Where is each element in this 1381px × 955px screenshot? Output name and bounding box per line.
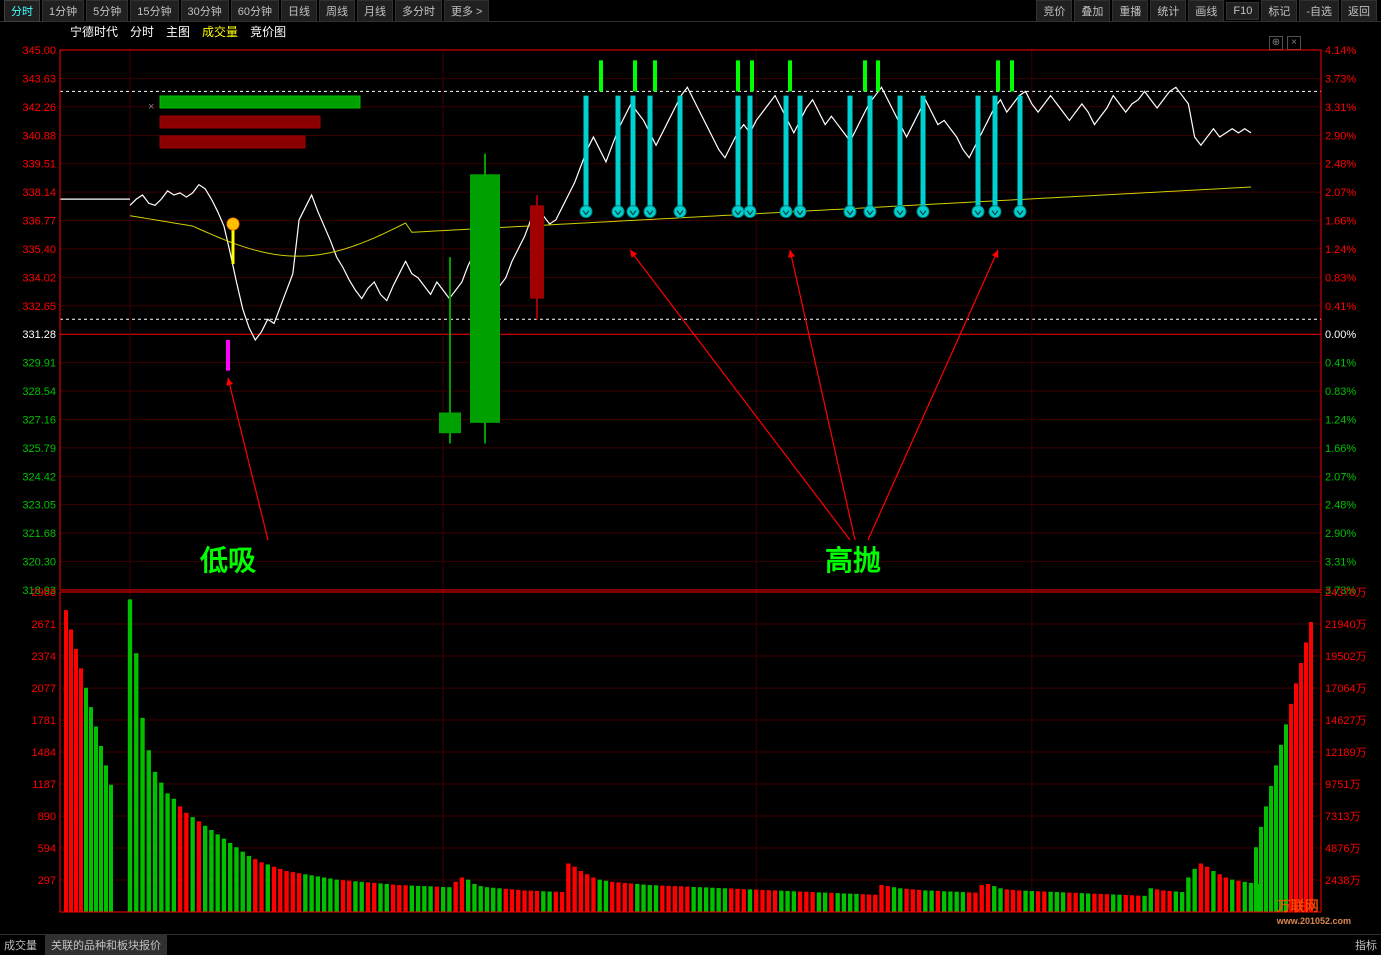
timeframe-btn-1[interactable]: 1分钟 xyxy=(42,0,84,22)
tool-btn-7[interactable]: -自选 xyxy=(1299,0,1339,22)
svg-text:高抛: 高抛 xyxy=(825,545,881,576)
auction-label: 竞价图 xyxy=(250,23,286,40)
svg-text:329.91: 329.91 xyxy=(22,358,56,370)
svg-text:2.48%: 2.48% xyxy=(1325,159,1356,171)
svg-text:0.41%: 0.41% xyxy=(1325,301,1356,313)
svg-text:2.90%: 2.90% xyxy=(1325,528,1356,540)
svg-text:12189万: 12189万 xyxy=(1325,747,1367,759)
svg-text:342.26: 342.26 xyxy=(22,102,56,114)
footer-volume[interactable]: 成交量 xyxy=(4,937,37,953)
svg-text:336.77: 336.77 xyxy=(22,215,56,227)
svg-text:0.41%: 0.41% xyxy=(1325,358,1356,370)
tool-btn-2[interactable]: 重播 xyxy=(1112,0,1148,22)
watermark: 万联网 www.201052.com xyxy=(1277,896,1351,926)
svg-text:335.40: 335.40 xyxy=(22,244,56,256)
svg-text:323.05: 323.05 xyxy=(22,500,56,512)
svg-text:2438万: 2438万 xyxy=(1325,875,1360,887)
footer-related[interactable]: 关联的品种和板块报价 xyxy=(45,935,167,955)
svg-text:345.00: 345.00 xyxy=(22,45,56,57)
svg-text:325.79: 325.79 xyxy=(22,443,56,455)
svg-text:2.07%: 2.07% xyxy=(1325,471,1356,483)
svg-text:0.83%: 0.83% xyxy=(1325,272,1356,284)
svg-text:1.24%: 1.24% xyxy=(1325,244,1356,256)
svg-text:338.14: 338.14 xyxy=(22,187,56,199)
svg-text:2671: 2671 xyxy=(32,619,56,631)
tool-btn-0[interactable]: 竞价 xyxy=(1036,0,1072,22)
svg-text:1.66%: 1.66% xyxy=(1325,215,1356,227)
svg-text:0.00%: 0.00% xyxy=(1325,329,1356,341)
tool-btn-6[interactable]: 标记 xyxy=(1261,0,1297,22)
svg-text:9751万: 9751万 xyxy=(1325,779,1360,791)
chart-subheader: 宁德时代 分时 主图 成交量 竞价图 xyxy=(0,22,1381,40)
svg-text:低吸: 低吸 xyxy=(199,545,256,576)
svg-text:328.54: 328.54 xyxy=(22,386,56,398)
tool-btn-4[interactable]: 画线 xyxy=(1188,0,1224,22)
svg-text:0.83%: 0.83% xyxy=(1325,386,1356,398)
main-chart: 345.00 4.14% 343.63 3.73% 342.26 3.31% 340.88 2… xyxy=(0,40,1381,932)
timeframe-btn-4[interactable]: 30分钟 xyxy=(181,0,229,22)
svg-text:17064万: 17064万 xyxy=(1325,683,1367,695)
svg-text:2.07%: 2.07% xyxy=(1325,187,1356,199)
svg-text:340.88: 340.88 xyxy=(22,130,56,142)
timeframe-btn-8[interactable]: 月线 xyxy=(357,0,393,22)
timeframe-btn-3[interactable]: 15分钟 xyxy=(130,0,178,22)
timeframe-btn-7[interactable]: 周线 xyxy=(319,0,355,22)
timeframe-btn-5[interactable]: 60分钟 xyxy=(231,0,279,22)
tool-btn-5[interactable]: F10 xyxy=(1226,2,1259,20)
svg-text:2968: 2968 xyxy=(32,587,56,599)
timeframe-btn-2[interactable]: 5分钟 xyxy=(86,0,128,22)
svg-text:19502万: 19502万 xyxy=(1325,651,1367,663)
svg-text:14627万: 14627万 xyxy=(1325,715,1367,727)
footer-bar: 成交量 关联的品种和板块报价 指标 xyxy=(0,934,1381,954)
tool-btn-8[interactable]: 返回 xyxy=(1341,0,1377,22)
svg-text:1.66%: 1.66% xyxy=(1325,443,1356,455)
volume-label: 成交量 xyxy=(202,23,238,40)
svg-text:3.73%: 3.73% xyxy=(1325,73,1356,85)
toolbar-right-group: 竞价叠加重播统计画线F10标记-自选返回 xyxy=(1036,0,1377,22)
svg-text:3.31%: 3.31% xyxy=(1325,102,1356,114)
svg-text:4.14%: 4.14% xyxy=(1325,45,1356,57)
svg-text:324.42: 324.42 xyxy=(22,471,56,483)
main-label: 主图 xyxy=(166,23,190,40)
svg-text:334.02: 334.02 xyxy=(22,272,56,284)
svg-text:2077: 2077 xyxy=(32,683,56,695)
svg-text:×: × xyxy=(148,101,154,113)
stock-name: 宁德时代 xyxy=(70,23,118,40)
toolbar-left-group: 分时1分钟5分钟15分钟30分钟60分钟日线周线月线多分时更多 > xyxy=(4,0,489,22)
svg-text:3.31%: 3.31% xyxy=(1325,557,1356,569)
svg-text:339.51: 339.51 xyxy=(22,159,56,171)
svg-text:297: 297 xyxy=(38,875,56,887)
svg-text:2.48%: 2.48% xyxy=(1325,500,1356,512)
svg-text:4876万: 4876万 xyxy=(1325,843,1360,855)
svg-text:2.90%: 2.90% xyxy=(1325,130,1356,142)
mode-label: 分时 xyxy=(130,23,154,40)
timeframe-btn-0[interactable]: 分时 xyxy=(4,0,40,22)
svg-text:321.68: 321.68 xyxy=(22,528,56,540)
svg-text:327.16: 327.16 xyxy=(22,415,56,427)
svg-text:1484: 1484 xyxy=(32,747,56,759)
svg-text:320.30: 320.30 xyxy=(22,557,56,569)
tool-btn-1[interactable]: 叠加 xyxy=(1074,0,1110,22)
svg-text:343.63: 343.63 xyxy=(22,73,56,85)
svg-text:21940万: 21940万 xyxy=(1325,619,1367,631)
timeframe-btn-6[interactable]: 日线 xyxy=(281,0,317,22)
timeframe-toolbar: 分时1分钟5分钟15分钟30分钟60分钟日线周线月线多分时更多 > 竞价叠加重播… xyxy=(0,0,1381,22)
svg-text:1781: 1781 xyxy=(32,715,56,727)
svg-text:890: 890 xyxy=(38,811,56,823)
svg-text:332.65: 332.65 xyxy=(22,301,56,313)
svg-text:331.28: 331.28 xyxy=(22,329,56,341)
footer-indicator[interactable]: 指标 xyxy=(1355,937,1377,953)
svg-text:594: 594 xyxy=(38,843,56,855)
svg-text:24378万: 24378万 xyxy=(1325,587,1367,599)
svg-text:1.24%: 1.24% xyxy=(1325,415,1356,427)
tool-btn-3[interactable]: 统计 xyxy=(1150,0,1186,22)
svg-text:1187: 1187 xyxy=(32,779,56,791)
timeframe-btn-10[interactable]: 更多 > xyxy=(444,0,489,22)
svg-text:2374: 2374 xyxy=(32,651,56,663)
svg-text:7313万: 7313万 xyxy=(1325,811,1360,823)
timeframe-btn-9[interactable]: 多分时 xyxy=(395,0,442,22)
